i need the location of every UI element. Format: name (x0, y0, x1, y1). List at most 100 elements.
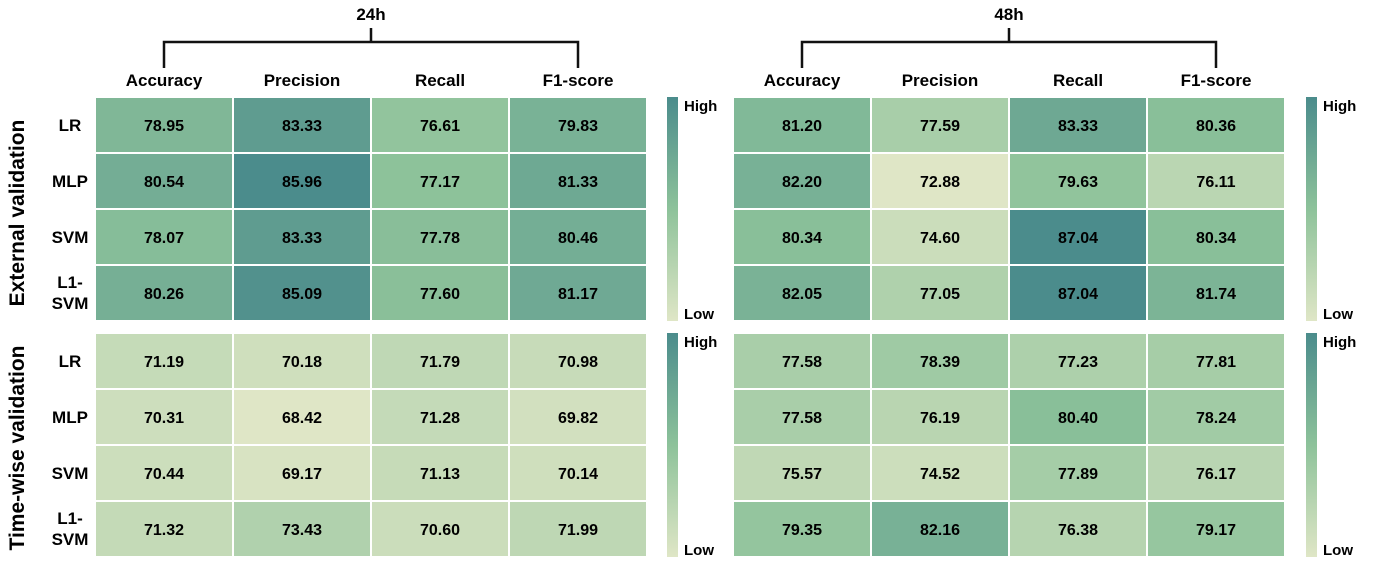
colorbar-low-label-48h-timewise: Low (1323, 542, 1353, 559)
cell-value-48h-external-r1-c3: 76.11 (1196, 174, 1235, 191)
metric-header-accuracy-24h: Accuracy (126, 71, 203, 90)
cell-value-48h-external-r0-c0: 81.20 (782, 118, 822, 135)
cell-value-24h-timewise-r2-c3: 70.14 (558, 466, 598, 483)
model-label-svm-timewise: SVM (52, 464, 89, 483)
colorbar-24h-external (667, 97, 678, 321)
cell-24h-external-r3-c1 (232, 264, 372, 322)
cell-value-24h-timewise-r3-c3: 71.99 (558, 522, 598, 539)
cell-value-24h-timewise-r1-c0: 70.31 (144, 410, 184, 427)
colorbar-high-label-24h-external: High (684, 98, 717, 115)
cell-48h-timewise-r1-c1 (870, 388, 1010, 446)
cell-24h-timewise-r0-c0 (94, 332, 234, 390)
cell-value-48h-timewise-r3-c3: 79.17 (1196, 522, 1236, 539)
cell-24h-external-r1-c1 (232, 152, 372, 210)
cell-value-48h-timewise-r2-c2: 77.89 (1058, 466, 1098, 483)
cell-value-24h-timewise-r0-c1: 70.18 (282, 354, 322, 371)
metric-header-precision-48h: Precision (902, 71, 979, 90)
colorbar-low-label-48h-external: Low (1323, 306, 1353, 323)
cell-value-48h-timewise-r3-c2: 76.38 (1058, 522, 1098, 539)
cell-24h-timewise-r0-c2 (370, 332, 510, 390)
cell-value-48h-timewise-r1-c0: 77.58 (782, 410, 822, 427)
model-label-svm-external: SVM (52, 228, 89, 247)
cell-value-48h-external-r3-c0: 82.05 (782, 286, 822, 303)
cell-value-48h-external-r1-c1: 72.88 (920, 174, 960, 191)
section-label-external: External validation (6, 120, 29, 307)
cell-48h-timewise-r3-c0 (732, 500, 872, 558)
bracket-24h (162, 28, 580, 68)
cell-value-24h-external-r3-c0: 80.26 (144, 286, 184, 303)
cell-value-48h-external-r2-c1: 74.60 (920, 230, 960, 247)
cell-value-48h-timewise-r2-c0: 75.57 (782, 466, 822, 483)
cell-value-48h-timewise-r0-c2: 77.23 (1058, 354, 1098, 371)
colorbar-48h-timewise (1306, 333, 1317, 557)
cell-48h-timewise-r2-c2 (1008, 444, 1148, 502)
cell-value-48h-external-r0-c2: 83.33 (1058, 118, 1098, 135)
cell-value-24h-timewise-r0-c2: 71.79 (420, 354, 460, 371)
model-label-l1-svm-timewise: L1-SVM (52, 509, 89, 549)
cell-24h-timewise-r1-c3 (508, 388, 648, 446)
cell-value-24h-external-r1-c3: 81.33 (558, 174, 598, 191)
cell-value-48h-timewise-r1-c2: 80.40 (1058, 410, 1098, 427)
model-label-lr-timewise: LR (59, 352, 82, 371)
cell-value-48h-external-r0-c1: 77.59 (920, 118, 960, 135)
colorbar-high-label-48h-timewise: High (1323, 334, 1356, 351)
cell-48h-external-r3-c2 (1008, 264, 1148, 322)
cell-24h-external-r2-c3 (508, 208, 648, 266)
cell-48h-timewise-r1-c0 (732, 388, 872, 446)
cell-48h-external-r1-c0 (732, 152, 872, 210)
section-label-timewise: Time-wise validation (6, 345, 29, 550)
cell-value-48h-timewise-r1-c1: 76.19 (920, 410, 960, 427)
cell-value-24h-external-r1-c1: 85.96 (282, 174, 322, 191)
cell-24h-timewise-r3-c2 (370, 500, 510, 558)
cell-value-24h-external-r1-c2: 77.17 (420, 174, 460, 191)
cell-value-24h-external-r3-c1: 85.09 (282, 286, 322, 303)
colorbar-24h-timewise (667, 333, 678, 557)
cell-24h-timewise-r3-c3 (508, 500, 648, 558)
colorbar-low-label-24h-timewise: Low (684, 542, 714, 559)
cell-24h-external-r0-c0 (94, 96, 234, 154)
cell-24h-external-r0-c1 (232, 96, 372, 154)
cell-48h-timewise-r0-c0 (732, 332, 872, 390)
cell-value-48h-external-r1-c2: 79.63 (1058, 174, 1098, 191)
cell-48h-external-r3-c1 (870, 264, 1010, 322)
cell-48h-timewise-r3-c1 (870, 500, 1010, 558)
cell-value-48h-timewise-r2-c1: 74.52 (920, 466, 960, 483)
cell-48h-timewise-r0-c2 (1008, 332, 1148, 390)
time-label-48h: 48h (994, 5, 1023, 24)
cell-value-24h-external-r0-c0: 78.95 (144, 118, 184, 135)
cell-value-24h-timewise-r2-c1: 69.17 (282, 466, 322, 483)
cell-value-48h-timewise-r1-c3: 78.24 (1196, 410, 1236, 427)
cell-24h-external-r2-c1 (232, 208, 372, 266)
cell-value-24h-external-r2-c1: 83.33 (282, 230, 322, 247)
cell-value-24h-timewise-r1-c3: 69.82 (558, 410, 598, 427)
cell-value-24h-timewise-r0-c3: 70.98 (558, 354, 598, 371)
cell-value-48h-external-r3-c3: 81.74 (1196, 286, 1236, 303)
cell-value-24h-external-r2-c3: 80.46 (558, 230, 598, 247)
cell-value-48h-external-r1-c0: 82.20 (782, 174, 822, 191)
cell-value-48h-timewise-r3-c1: 82.16 (920, 522, 960, 539)
colorbar-high-label-48h-external: High (1323, 98, 1356, 115)
cell-value-24h-external-r1-c0: 80.54 (144, 174, 184, 191)
model-label-l1-svm-external: L1-SVM (52, 273, 89, 313)
cell-48h-timewise-r3-c3 (1146, 500, 1286, 558)
bracket-48h (800, 28, 1218, 68)
cell-value-24h-timewise-r0-c0: 71.19 (144, 354, 184, 371)
cell-value-48h-external-r0-c3: 80.36 (1196, 118, 1236, 135)
cell-24h-timewise-r3-c0 (94, 500, 234, 558)
cell-24h-timewise-r1-c2 (370, 388, 510, 446)
cell-24h-timewise-r0-c1 (232, 332, 372, 390)
cell-24h-external-r1-c3 (508, 152, 648, 210)
cell-24h-external-r0-c3 (508, 96, 648, 154)
cell-value-24h-timewise-r2-c2: 71.13 (420, 466, 460, 483)
cell-value-24h-external-r2-c0: 78.07 (144, 230, 184, 247)
cell-value-48h-timewise-r0-c0: 77.58 (782, 354, 822, 371)
cell-24h-external-r3-c3 (508, 264, 648, 322)
cell-value-48h-external-r3-c2: 87.04 (1058, 286, 1098, 303)
metric-header-f1-score-24h: F1-score (543, 71, 614, 90)
cell-48h-timewise-r1-c2 (1008, 388, 1148, 446)
colorbar-48h-external (1306, 97, 1317, 321)
metric-header-accuracy-48h: Accuracy (764, 71, 841, 90)
cell-24h-timewise-r2-c2 (370, 444, 510, 502)
cell-value-48h-external-r2-c2: 87.04 (1058, 230, 1098, 247)
